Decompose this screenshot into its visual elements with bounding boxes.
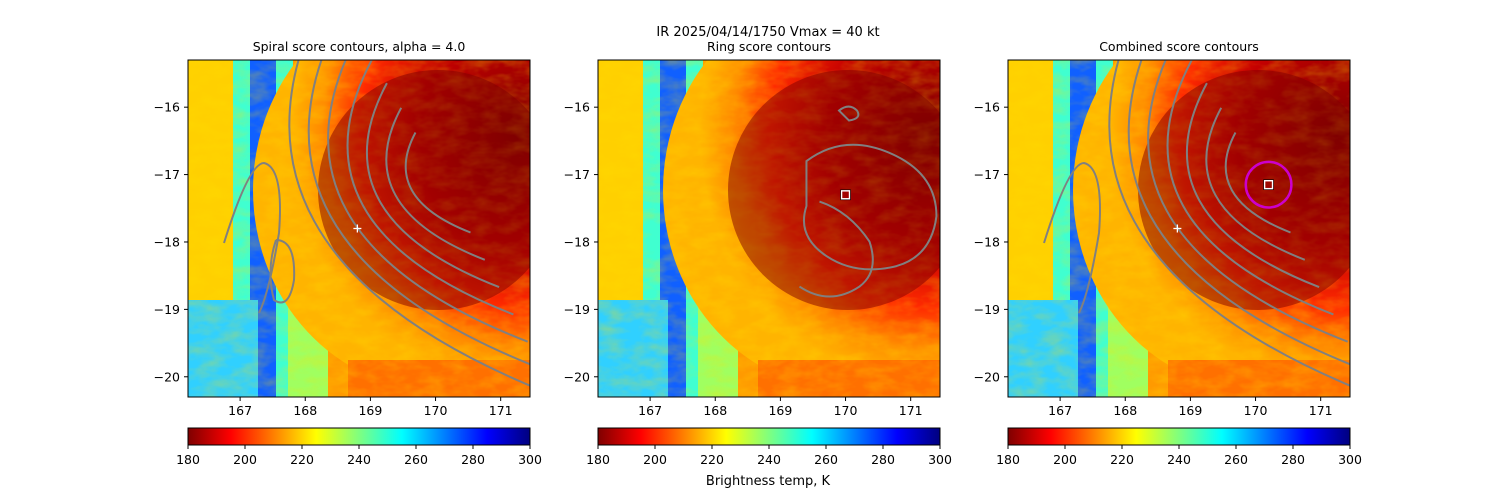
y-tick-label: −17 [564,167,590,182]
panel-2: Ring score contours 167 168 169 170 171 −16 −17… [564,39,952,467]
colorbar-tick-label: 240 [757,452,781,467]
score-contours [798,105,938,298]
colorbar-tick-label: 300 [518,452,542,467]
plus-marker [1173,224,1182,233]
y-tick-label: −18 [154,234,180,249]
x-tick-label: 167 [638,403,662,418]
x-tick-label: 171 [899,403,923,418]
panel-title: Combined score contours [1099,39,1259,54]
colorbar-tick-label: 260 [404,452,428,467]
x-tick-label: 167 [228,403,252,418]
y-tick-label: −17 [154,167,180,182]
colorbar-tick-label: 200 [233,452,257,467]
y-tick-label: −16 [154,100,180,115]
colorbar-tick-label: 220 [1110,452,1134,467]
x-tick-label: 169 [358,403,382,418]
axes-frame [597,59,941,398]
y-tick-label: −19 [154,302,180,317]
square-marker [1263,179,1274,190]
colorbar-tick-label: 240 [347,452,371,467]
colorbar [1007,427,1351,446]
score-contours [223,60,530,387]
colorbar-tick-label: 220 [290,452,314,467]
x-tick-label: 169 [1178,403,1202,418]
colorbar [187,427,531,446]
y-tick-label: −19 [564,302,590,317]
panel-3: Combined score contours 167 168 169 170 171 −1… [974,39,1362,467]
colorbar-label: Brightness temp, K [706,474,831,489]
colorbar-tick-label: 200 [1053,452,1077,467]
axes-frame [187,59,531,398]
colorbar-tick-label: 240 [1167,452,1191,467]
colorbar-tick-label: 260 [1224,452,1248,467]
y-tick-label: −20 [564,369,590,384]
colorbar-tick-label: 280 [461,452,485,467]
figure-suptitle: IR 2025/04/14/1750 Vmax = 40 kt [656,25,879,40]
ir-image [1008,60,1350,397]
y-tick-label: −19 [974,302,1000,317]
y-tick-label: −17 [974,167,1000,182]
center-circle [1244,160,1293,209]
panel-title: Ring score contours [707,39,831,54]
y-tick-label: −18 [974,234,1000,249]
colorbar-tick-label: 200 [643,452,667,467]
y-tick-label: −16 [974,100,1000,115]
ir-image [598,60,940,397]
x-tick-label: 167 [1048,403,1072,418]
x-tick-label: 171 [489,403,513,418]
colorbar-tick-label: 280 [871,452,895,467]
colorbar-tick-label: 180 [996,452,1020,467]
colorbar-tick-label: 300 [1338,452,1362,467]
colorbar-tick-label: 300 [928,452,952,467]
x-tick-label: 169 [768,403,792,418]
colorbar-tick-label: 180 [586,452,610,467]
x-tick-label: 170 [1244,403,1268,418]
colorbar-tick-label: 220 [700,452,724,467]
score-contours [1043,60,1350,387]
axes-frame [1007,59,1351,398]
ir-image [188,60,530,397]
x-tick-label: 171 [1309,403,1333,418]
x-tick-label: 170 [424,403,448,418]
panel-title: Spiral score contours, alpha = 4.0 [253,39,466,54]
plus-marker [353,224,362,233]
colorbar [597,427,941,446]
x-tick-label: 170 [834,403,858,418]
panel-1: Spiral score contours, alpha = 4.0 167 168… [154,39,542,467]
y-tick-label: −18 [564,234,590,249]
y-tick-label: −20 [974,369,1000,384]
colorbar-tick-label: 260 [814,452,838,467]
y-tick-label: −16 [564,100,590,115]
x-tick-label: 168 [703,403,727,418]
y-tick-label: −20 [154,369,180,384]
x-tick-label: 168 [293,403,317,418]
x-tick-label: 168 [1113,403,1137,418]
square-marker [840,190,851,200]
colorbar-tick-label: 280 [1281,452,1305,467]
colorbar-tick-label: 180 [176,452,200,467]
